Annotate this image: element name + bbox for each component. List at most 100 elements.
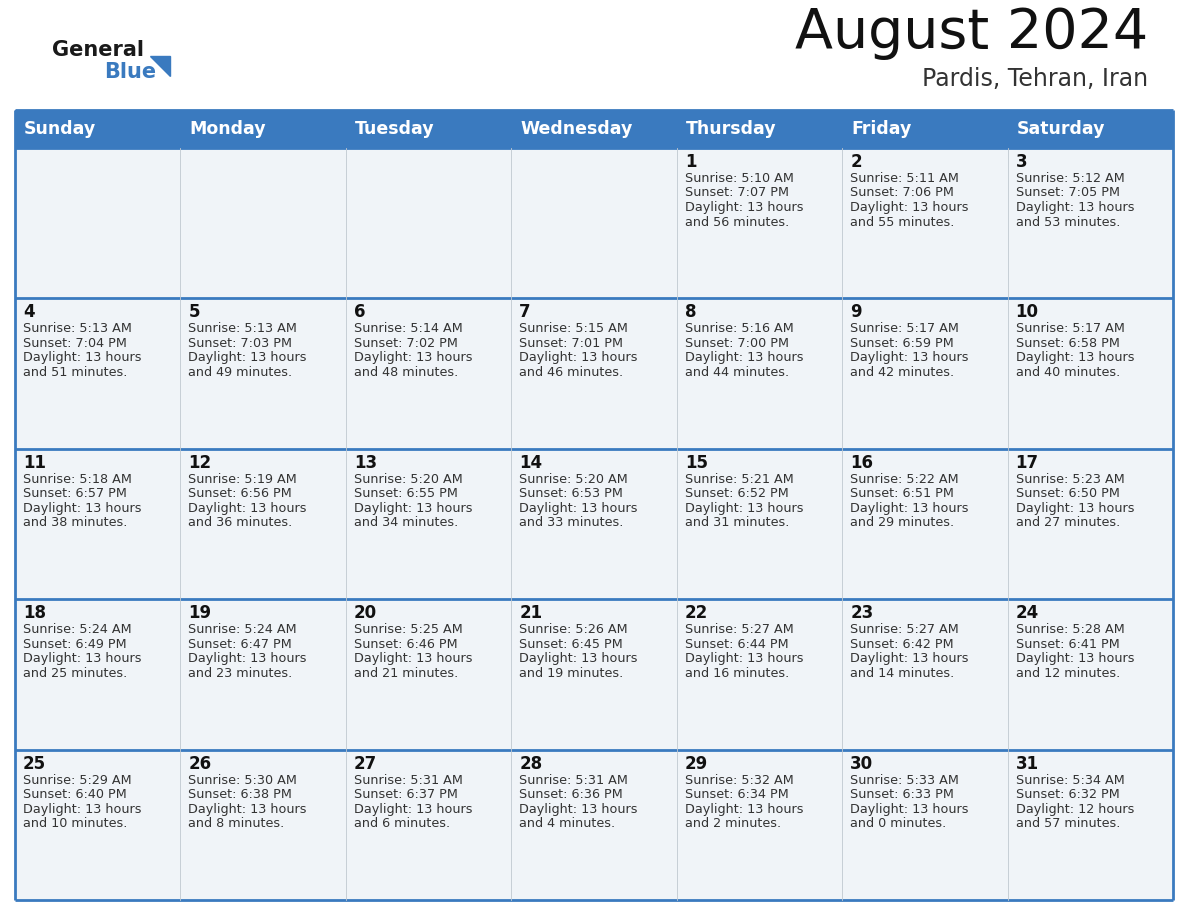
Text: Daylight: 13 hours: Daylight: 13 hours bbox=[23, 502, 141, 515]
Text: General: General bbox=[52, 40, 144, 60]
Text: and 42 minutes.: and 42 minutes. bbox=[851, 366, 954, 379]
Text: Daylight: 13 hours: Daylight: 13 hours bbox=[851, 201, 968, 214]
Text: Daylight: 13 hours: Daylight: 13 hours bbox=[519, 652, 638, 666]
Text: Daylight: 13 hours: Daylight: 13 hours bbox=[354, 352, 473, 364]
Text: Friday: Friday bbox=[851, 120, 911, 138]
Text: and 10 minutes.: and 10 minutes. bbox=[23, 817, 127, 830]
Text: Sunrise: 5:21 AM: Sunrise: 5:21 AM bbox=[684, 473, 794, 486]
Text: 19: 19 bbox=[189, 604, 211, 622]
Text: Sunset: 6:37 PM: Sunset: 6:37 PM bbox=[354, 788, 457, 801]
Text: Sunrise: 5:23 AM: Sunrise: 5:23 AM bbox=[1016, 473, 1124, 486]
Text: and 31 minutes.: and 31 minutes. bbox=[684, 516, 789, 530]
Text: Sunrise: 5:31 AM: Sunrise: 5:31 AM bbox=[519, 774, 628, 787]
Text: and 46 minutes.: and 46 minutes. bbox=[519, 366, 624, 379]
Text: Sunset: 6:49 PM: Sunset: 6:49 PM bbox=[23, 638, 127, 651]
Text: Sunrise: 5:34 AM: Sunrise: 5:34 AM bbox=[1016, 774, 1124, 787]
Text: Sunrise: 5:30 AM: Sunrise: 5:30 AM bbox=[189, 774, 297, 787]
Bar bbox=[511, 148, 677, 298]
Text: 18: 18 bbox=[23, 604, 46, 622]
Text: Daylight: 13 hours: Daylight: 13 hours bbox=[23, 652, 141, 666]
Text: 15: 15 bbox=[684, 453, 708, 472]
Text: Sunset: 6:46 PM: Sunset: 6:46 PM bbox=[354, 638, 457, 651]
Text: 20: 20 bbox=[354, 604, 377, 622]
Text: Daylight: 13 hours: Daylight: 13 hours bbox=[1016, 502, 1135, 515]
Text: and 38 minutes.: and 38 minutes. bbox=[23, 516, 127, 530]
Text: Thursday: Thursday bbox=[685, 120, 776, 138]
Text: Sunrise: 5:25 AM: Sunrise: 5:25 AM bbox=[354, 623, 462, 636]
Text: and 53 minutes.: and 53 minutes. bbox=[1016, 216, 1120, 229]
Text: 13: 13 bbox=[354, 453, 377, 472]
Text: and 48 minutes.: and 48 minutes. bbox=[354, 366, 459, 379]
Bar bbox=[677, 750, 842, 900]
Text: Sunrise: 5:14 AM: Sunrise: 5:14 AM bbox=[354, 322, 462, 335]
Text: Sunset: 6:53 PM: Sunset: 6:53 PM bbox=[519, 487, 624, 500]
Text: Sunrise: 5:28 AM: Sunrise: 5:28 AM bbox=[1016, 623, 1124, 636]
Text: Sunset: 6:56 PM: Sunset: 6:56 PM bbox=[189, 487, 292, 500]
Text: and 36 minutes.: and 36 minutes. bbox=[189, 516, 292, 530]
Bar bbox=[677, 148, 842, 298]
Bar bbox=[15, 449, 181, 599]
Bar bbox=[842, 298, 1007, 449]
Text: Tuesday: Tuesday bbox=[355, 120, 435, 138]
Bar bbox=[842, 148, 1007, 298]
Text: and 12 minutes.: and 12 minutes. bbox=[1016, 666, 1120, 679]
Text: Daylight: 13 hours: Daylight: 13 hours bbox=[189, 352, 307, 364]
Text: Sunset: 6:51 PM: Sunset: 6:51 PM bbox=[851, 487, 954, 500]
Text: 26: 26 bbox=[189, 755, 211, 773]
Bar bbox=[1007, 599, 1173, 750]
Text: 28: 28 bbox=[519, 755, 543, 773]
Text: Sunset: 7:02 PM: Sunset: 7:02 PM bbox=[354, 337, 457, 350]
Text: Sunrise: 5:27 AM: Sunrise: 5:27 AM bbox=[684, 623, 794, 636]
Text: Sunset: 6:38 PM: Sunset: 6:38 PM bbox=[189, 788, 292, 801]
Bar bbox=[346, 599, 511, 750]
Text: Sunset: 6:55 PM: Sunset: 6:55 PM bbox=[354, 487, 457, 500]
Text: 14: 14 bbox=[519, 453, 543, 472]
Text: Daylight: 13 hours: Daylight: 13 hours bbox=[684, 201, 803, 214]
Text: Sunset: 6:47 PM: Sunset: 6:47 PM bbox=[189, 638, 292, 651]
Text: and 34 minutes.: and 34 minutes. bbox=[354, 516, 459, 530]
Text: Sunset: 6:45 PM: Sunset: 6:45 PM bbox=[519, 638, 623, 651]
Text: and 19 minutes.: and 19 minutes. bbox=[519, 666, 624, 679]
Bar bbox=[677, 298, 842, 449]
Bar bbox=[181, 449, 346, 599]
Text: and 23 minutes.: and 23 minutes. bbox=[189, 666, 292, 679]
Text: 10: 10 bbox=[1016, 304, 1038, 321]
Bar bbox=[181, 750, 346, 900]
Text: and 49 minutes.: and 49 minutes. bbox=[189, 366, 292, 379]
Text: Daylight: 13 hours: Daylight: 13 hours bbox=[189, 502, 307, 515]
Text: Sunrise: 5:17 AM: Sunrise: 5:17 AM bbox=[851, 322, 959, 335]
Text: Sunrise: 5:16 AM: Sunrise: 5:16 AM bbox=[684, 322, 794, 335]
Text: Daylight: 13 hours: Daylight: 13 hours bbox=[684, 802, 803, 815]
Text: 16: 16 bbox=[851, 453, 873, 472]
Bar bbox=[842, 449, 1007, 599]
Text: 30: 30 bbox=[851, 755, 873, 773]
Bar bbox=[842, 750, 1007, 900]
Bar bbox=[346, 298, 511, 449]
Bar bbox=[1007, 449, 1173, 599]
Text: Daylight: 13 hours: Daylight: 13 hours bbox=[354, 802, 473, 815]
Bar bbox=[511, 110, 677, 148]
Bar bbox=[346, 148, 511, 298]
Text: Sunrise: 5:24 AM: Sunrise: 5:24 AM bbox=[189, 623, 297, 636]
Text: Sunrise: 5:29 AM: Sunrise: 5:29 AM bbox=[23, 774, 132, 787]
Bar bbox=[1007, 298, 1173, 449]
Text: Sunrise: 5:13 AM: Sunrise: 5:13 AM bbox=[23, 322, 132, 335]
Text: and 25 minutes.: and 25 minutes. bbox=[23, 666, 127, 679]
Text: Sunrise: 5:26 AM: Sunrise: 5:26 AM bbox=[519, 623, 628, 636]
Text: 23: 23 bbox=[851, 604, 873, 622]
Text: Daylight: 13 hours: Daylight: 13 hours bbox=[851, 652, 968, 666]
Text: Sunset: 6:42 PM: Sunset: 6:42 PM bbox=[851, 638, 954, 651]
Text: 7: 7 bbox=[519, 304, 531, 321]
Text: Daylight: 13 hours: Daylight: 13 hours bbox=[684, 652, 803, 666]
Text: 25: 25 bbox=[23, 755, 46, 773]
Text: Sunset: 6:33 PM: Sunset: 6:33 PM bbox=[851, 788, 954, 801]
Text: 31: 31 bbox=[1016, 755, 1038, 773]
Text: Daylight: 13 hours: Daylight: 13 hours bbox=[851, 502, 968, 515]
Text: Sunset: 7:00 PM: Sunset: 7:00 PM bbox=[684, 337, 789, 350]
Text: Sunrise: 5:17 AM: Sunrise: 5:17 AM bbox=[1016, 322, 1125, 335]
Text: and 8 minutes.: and 8 minutes. bbox=[189, 817, 285, 830]
Text: Daylight: 13 hours: Daylight: 13 hours bbox=[519, 802, 638, 815]
Text: 9: 9 bbox=[851, 304, 861, 321]
Text: Daylight: 13 hours: Daylight: 13 hours bbox=[519, 502, 638, 515]
Text: Daylight: 13 hours: Daylight: 13 hours bbox=[23, 802, 141, 815]
